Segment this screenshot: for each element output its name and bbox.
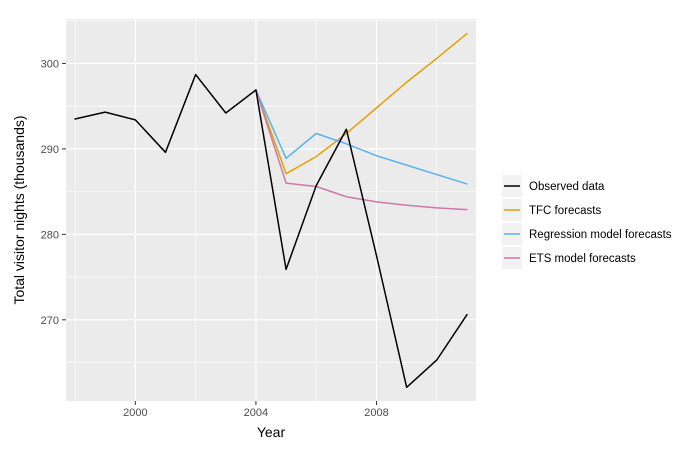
x-axis: 2000 2004 2008 [123, 401, 389, 419]
y-axis: 270 280 290 300 [41, 58, 66, 327]
legend-label-regression-model-forecasts: Regression model forecasts [529, 229, 672, 241]
legend-label-tfc-forecasts: TFC forecasts [529, 205, 601, 217]
series-layer [74, 32, 468, 389]
x-tick-label: 2004 [244, 407, 268, 419]
grid-minor [66, 19, 476, 401]
legend-label-observed-data: Observed data [529, 181, 605, 193]
series-line-observed-data [74, 73, 468, 389]
series-line-regression-model-forecasts [255, 89, 468, 185]
series-line-ets-model-forecasts [255, 89, 468, 211]
x-tick-label: 2000 [123, 407, 147, 419]
series-line-tfc-forecasts [255, 32, 468, 175]
y-axis-title: Total visitor nights (thousands) [11, 115, 27, 304]
legend-label-ets-model-forecasts: ETS model forecasts [529, 253, 636, 265]
x-axis-title: Year [257, 424, 286, 440]
grid-major [66, 19, 476, 401]
y-tick-label: 300 [41, 58, 59, 70]
x-tick-label: 2008 [364, 407, 388, 419]
y-tick-label: 290 [41, 144, 59, 156]
y-tick-label: 280 [41, 229, 59, 241]
y-tick-label: 270 [41, 315, 59, 327]
legend: Observed data TFC forecasts Regression mod… [502, 175, 672, 269]
plot-panel [66, 19, 476, 401]
